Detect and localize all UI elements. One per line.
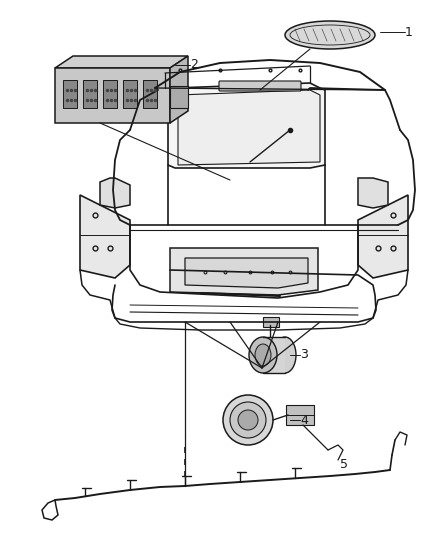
Ellipse shape	[230, 402, 266, 438]
FancyBboxPatch shape	[143, 80, 157, 108]
Text: 3: 3	[300, 349, 308, 361]
FancyBboxPatch shape	[83, 80, 97, 108]
FancyBboxPatch shape	[63, 80, 77, 108]
FancyBboxPatch shape	[286, 405, 314, 425]
Ellipse shape	[255, 344, 271, 366]
Ellipse shape	[223, 395, 273, 445]
Polygon shape	[178, 90, 320, 165]
FancyBboxPatch shape	[170, 86, 188, 108]
FancyBboxPatch shape	[263, 337, 285, 373]
Polygon shape	[170, 56, 188, 123]
FancyBboxPatch shape	[103, 80, 117, 108]
FancyBboxPatch shape	[263, 317, 279, 327]
Text: 5: 5	[340, 458, 348, 472]
Polygon shape	[100, 178, 130, 208]
Text: 2: 2	[190, 59, 198, 71]
Polygon shape	[358, 195, 408, 278]
Ellipse shape	[274, 337, 296, 373]
FancyBboxPatch shape	[123, 80, 137, 108]
Ellipse shape	[285, 21, 375, 49]
Polygon shape	[358, 178, 388, 208]
Text: 1: 1	[405, 26, 413, 38]
Polygon shape	[80, 195, 130, 278]
FancyBboxPatch shape	[219, 81, 301, 91]
Polygon shape	[55, 68, 170, 123]
Ellipse shape	[238, 410, 258, 430]
Polygon shape	[55, 56, 188, 68]
Text: 4: 4	[300, 414, 308, 426]
Polygon shape	[185, 258, 308, 288]
Polygon shape	[170, 248, 318, 295]
Polygon shape	[168, 83, 325, 168]
Ellipse shape	[249, 337, 277, 373]
